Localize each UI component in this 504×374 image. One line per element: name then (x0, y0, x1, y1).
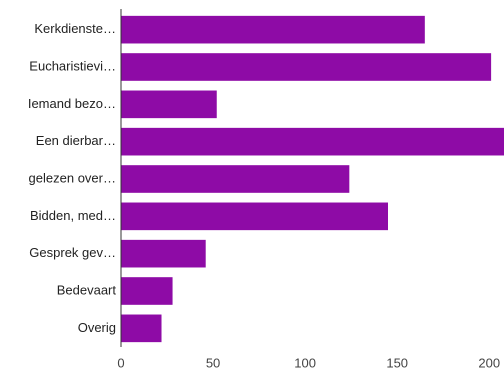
x-tick-label: 100 (294, 355, 316, 370)
y-tick-label: Iemand bezo… (28, 96, 116, 111)
bar (121, 314, 162, 343)
bar (121, 165, 350, 193)
bar (121, 202, 388, 231)
bar (121, 53, 492, 81)
x-tick-label: 200 (478, 355, 500, 370)
y-tick-label: Een dierbar… (36, 133, 116, 148)
x-tick-label: 50 (206, 355, 220, 370)
bar (121, 90, 217, 119)
bar (121, 127, 504, 156)
y-tick-label: Bidden, med… (30, 208, 116, 223)
y-tick-label: Overig (78, 320, 116, 335)
x-tick-label: 0 (117, 355, 124, 370)
y-tick-label: Bedevaart (57, 282, 117, 297)
y-tick-label: Eucharistievi… (29, 58, 116, 73)
bar (121, 277, 173, 305)
bar (121, 15, 425, 44)
x-tick-label: 150 (386, 355, 408, 370)
y-tick-label: gelezen over… (29, 170, 116, 185)
y-tick-label: Kerkdienste… (34, 21, 116, 36)
bar (121, 239, 206, 268)
y-tick-label: Gesprek gev… (29, 245, 116, 260)
